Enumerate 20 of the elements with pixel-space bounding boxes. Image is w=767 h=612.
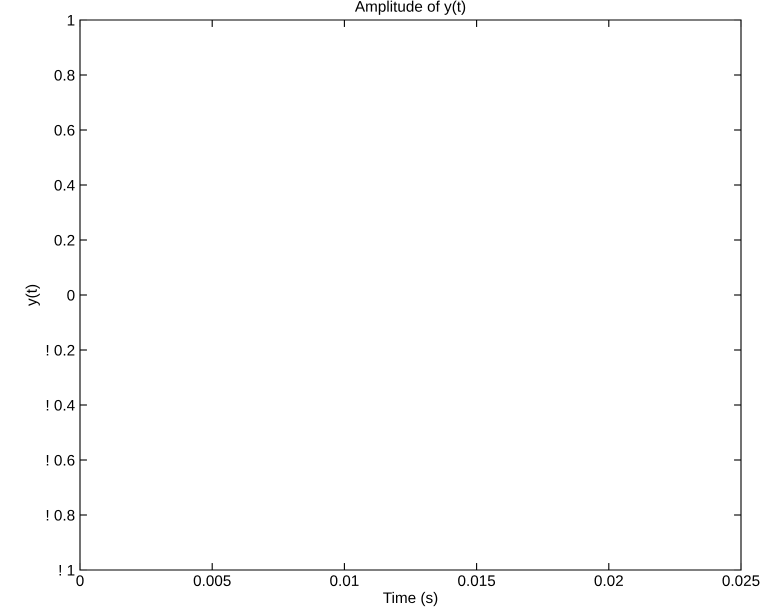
x-tick-label: 0.01	[330, 575, 359, 586]
x-axis-title: Time (s)	[383, 592, 438, 606]
y-tick-label: ! 0.4	[46, 400, 75, 411]
y-tick-label: ! 0.6	[46, 454, 74, 466]
y-axis-title: y(t)	[26, 284, 40, 306]
y-tick-label: 1	[68, 15, 74, 26]
y-tick-label: ! 0.8	[46, 510, 74, 521]
y-tick-label: ! 1	[60, 565, 74, 576]
y-tick-label: 0.8	[54, 70, 74, 81]
y-tick-label: 0.6	[54, 124, 74, 136]
x-tick-label: 0.02	[594, 575, 623, 586]
y-tick-label: 0	[67, 290, 75, 301]
x-tick-label: 0.025	[722, 575, 760, 586]
chart-title: Amplitude of y(t)	[354, 0, 466, 15]
y-tick-label: ! 0.2	[46, 344, 74, 356]
x-tick-label: 0.005	[194, 575, 231, 586]
y-tick-label: 0.4	[54, 180, 75, 191]
x-tick-label: 0.015	[458, 575, 496, 586]
x-tick-label: 0	[76, 575, 84, 586]
y-tick-label: 0.2	[54, 234, 74, 246]
